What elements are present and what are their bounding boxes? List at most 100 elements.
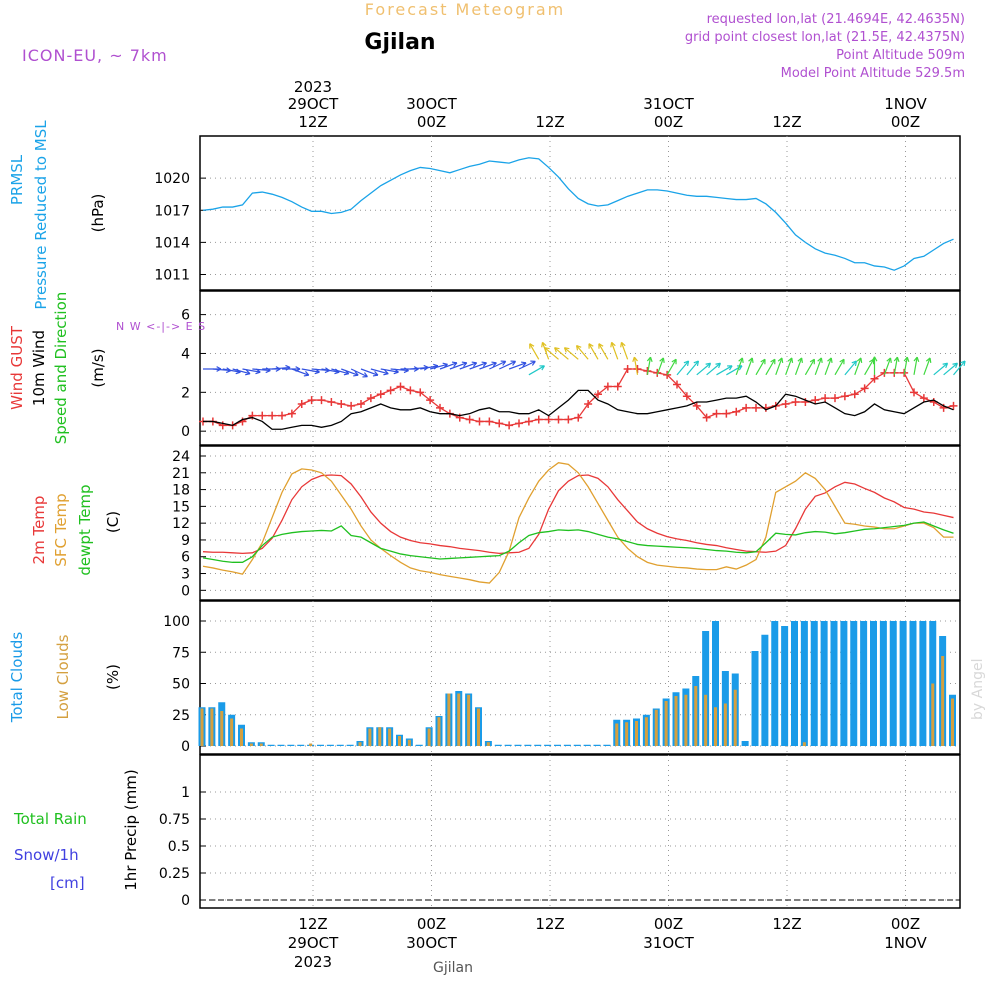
total-cloud-bar [781, 626, 789, 746]
low-cloud-bar [309, 743, 313, 746]
low-cloud-bar [427, 728, 431, 746]
panels: 1011101410171020024603691215182124025507… [8, 120, 966, 909]
total-clouds-label: Total Clouds [8, 632, 26, 724]
low-cloud-bar [674, 696, 678, 746]
temp-sfc-label: SFC Temp [52, 493, 70, 566]
chart-title: Forecast Meteogram [365, 0, 565, 19]
wind-unit: (m/s) [89, 348, 107, 387]
y-tick-label: 0.25 [159, 866, 190, 882]
wind-direction-arrow [508, 362, 527, 370]
wind-arrow-head [353, 371, 359, 377]
gust-point [732, 407, 741, 416]
wind-arrow-head [738, 357, 744, 363]
gust-point [821, 394, 830, 403]
total-cloud-bar [909, 621, 917, 746]
wind-arrow-head [646, 356, 653, 363]
gust-point [327, 398, 336, 407]
wind-arrow-head [913, 356, 920, 363]
y-tick-label: 2 [181, 385, 190, 401]
gust-point [268, 411, 277, 420]
temp-2m-label: 2m Temp [30, 496, 48, 565]
y-tick-label: 6 [181, 550, 190, 566]
low-cloud-bar [259, 743, 263, 746]
wind-arrow-head [893, 356, 900, 363]
gust-point [258, 411, 267, 420]
gust-point [653, 368, 662, 377]
top-hour-label: 12Z [772, 113, 801, 131]
bottom-hour-label: 00Z [891, 915, 920, 933]
low-cloud-bar [941, 656, 945, 746]
pressure-unit: (hPa) [89, 194, 107, 233]
y-tick-label: 1011 [154, 268, 190, 284]
total-cloud-bar [524, 744, 532, 746]
gust-point [505, 421, 514, 430]
bottom-hour-label: 00Z [654, 915, 683, 933]
series-line-prmsl [202, 157, 954, 271]
y-tick-label: 1017 [154, 203, 190, 219]
wind-direction-arrow [943, 362, 958, 376]
wind-arrow-head [554, 347, 560, 353]
wind-direction-arrow [301, 368, 320, 373]
wind-arrow-head [521, 361, 527, 367]
top-date-label: 30OCT [406, 95, 457, 113]
wind-direction-arrow [518, 360, 536, 370]
y-tick-label: 12 [172, 516, 190, 532]
wind-arrow-head [727, 365, 733, 371]
gust-point [742, 403, 751, 412]
wind-direction-arrow [716, 365, 733, 376]
wind-direction-arrow [360, 368, 379, 376]
bottom-hour-label: 12Z [535, 915, 564, 933]
total-cloud-bar [702, 631, 710, 746]
gust-point [287, 409, 296, 418]
gust-point [465, 415, 474, 424]
wind-arrow-head [903, 356, 910, 363]
total-cloud-bar [879, 621, 887, 746]
wind-arrow-head [471, 361, 478, 367]
low-cloud-bar [398, 736, 401, 746]
wind-direction-arrow [390, 368, 409, 372]
wind-arrow-head [588, 343, 594, 349]
gust-point [752, 403, 760, 412]
precip-unit: 1hr Precip (mm) [122, 769, 140, 890]
total-cloud-bar [889, 621, 897, 746]
low-cloud-bar [931, 683, 935, 746]
total-cloud-bar [771, 621, 779, 746]
low-clouds-label: Low Clouds [54, 634, 72, 719]
wind-arrow-head [539, 365, 545, 371]
total-cloud-bar [494, 744, 502, 746]
wind-direction-arrow [903, 356, 908, 375]
wind-direction-arrow [252, 368, 271, 372]
gust-point [357, 399, 365, 408]
wind-arrow-head [544, 347, 550, 353]
panel-precip: 0 0.25 0.5 0.75 1 [159, 754, 961, 909]
wind-direction-arrow [439, 362, 458, 370]
wind-arrow-head [563, 347, 570, 353]
y-tick-label: 25 [172, 708, 190, 724]
wind-direction-arrow [923, 357, 931, 376]
panel-frame [199, 754, 961, 909]
y-tick-label: 18 [172, 483, 190, 499]
low-cloud-bar [635, 721, 638, 746]
low-cloud-bar [733, 689, 737, 746]
gust-point [574, 413, 583, 422]
gust-point [603, 382, 612, 391]
wind-direction-arrow [883, 357, 892, 376]
wind-direction-arrow [814, 357, 822, 376]
wind-direction-arrow [449, 362, 467, 370]
y-tick-label: 9 [181, 533, 190, 549]
wind-direction-arrow [588, 343, 599, 360]
wind-arrow-head [715, 362, 721, 369]
gust-point [485, 417, 494, 426]
total-cloud-bar [751, 651, 759, 746]
wind-arrow-head [632, 356, 638, 363]
total-cloud-bar [346, 744, 354, 746]
gust-point [663, 370, 672, 379]
top-hour-label: 12Z [535, 113, 564, 131]
total-cloud-bar [287, 744, 295, 746]
wind-direction-arrow [620, 342, 629, 360]
low-cloud-bar [240, 728, 243, 746]
low-cloud-bar [220, 711, 224, 746]
wind-direction-arrow [479, 362, 497, 370]
gust-point [919, 394, 928, 403]
wind-arrow-head [851, 360, 858, 367]
